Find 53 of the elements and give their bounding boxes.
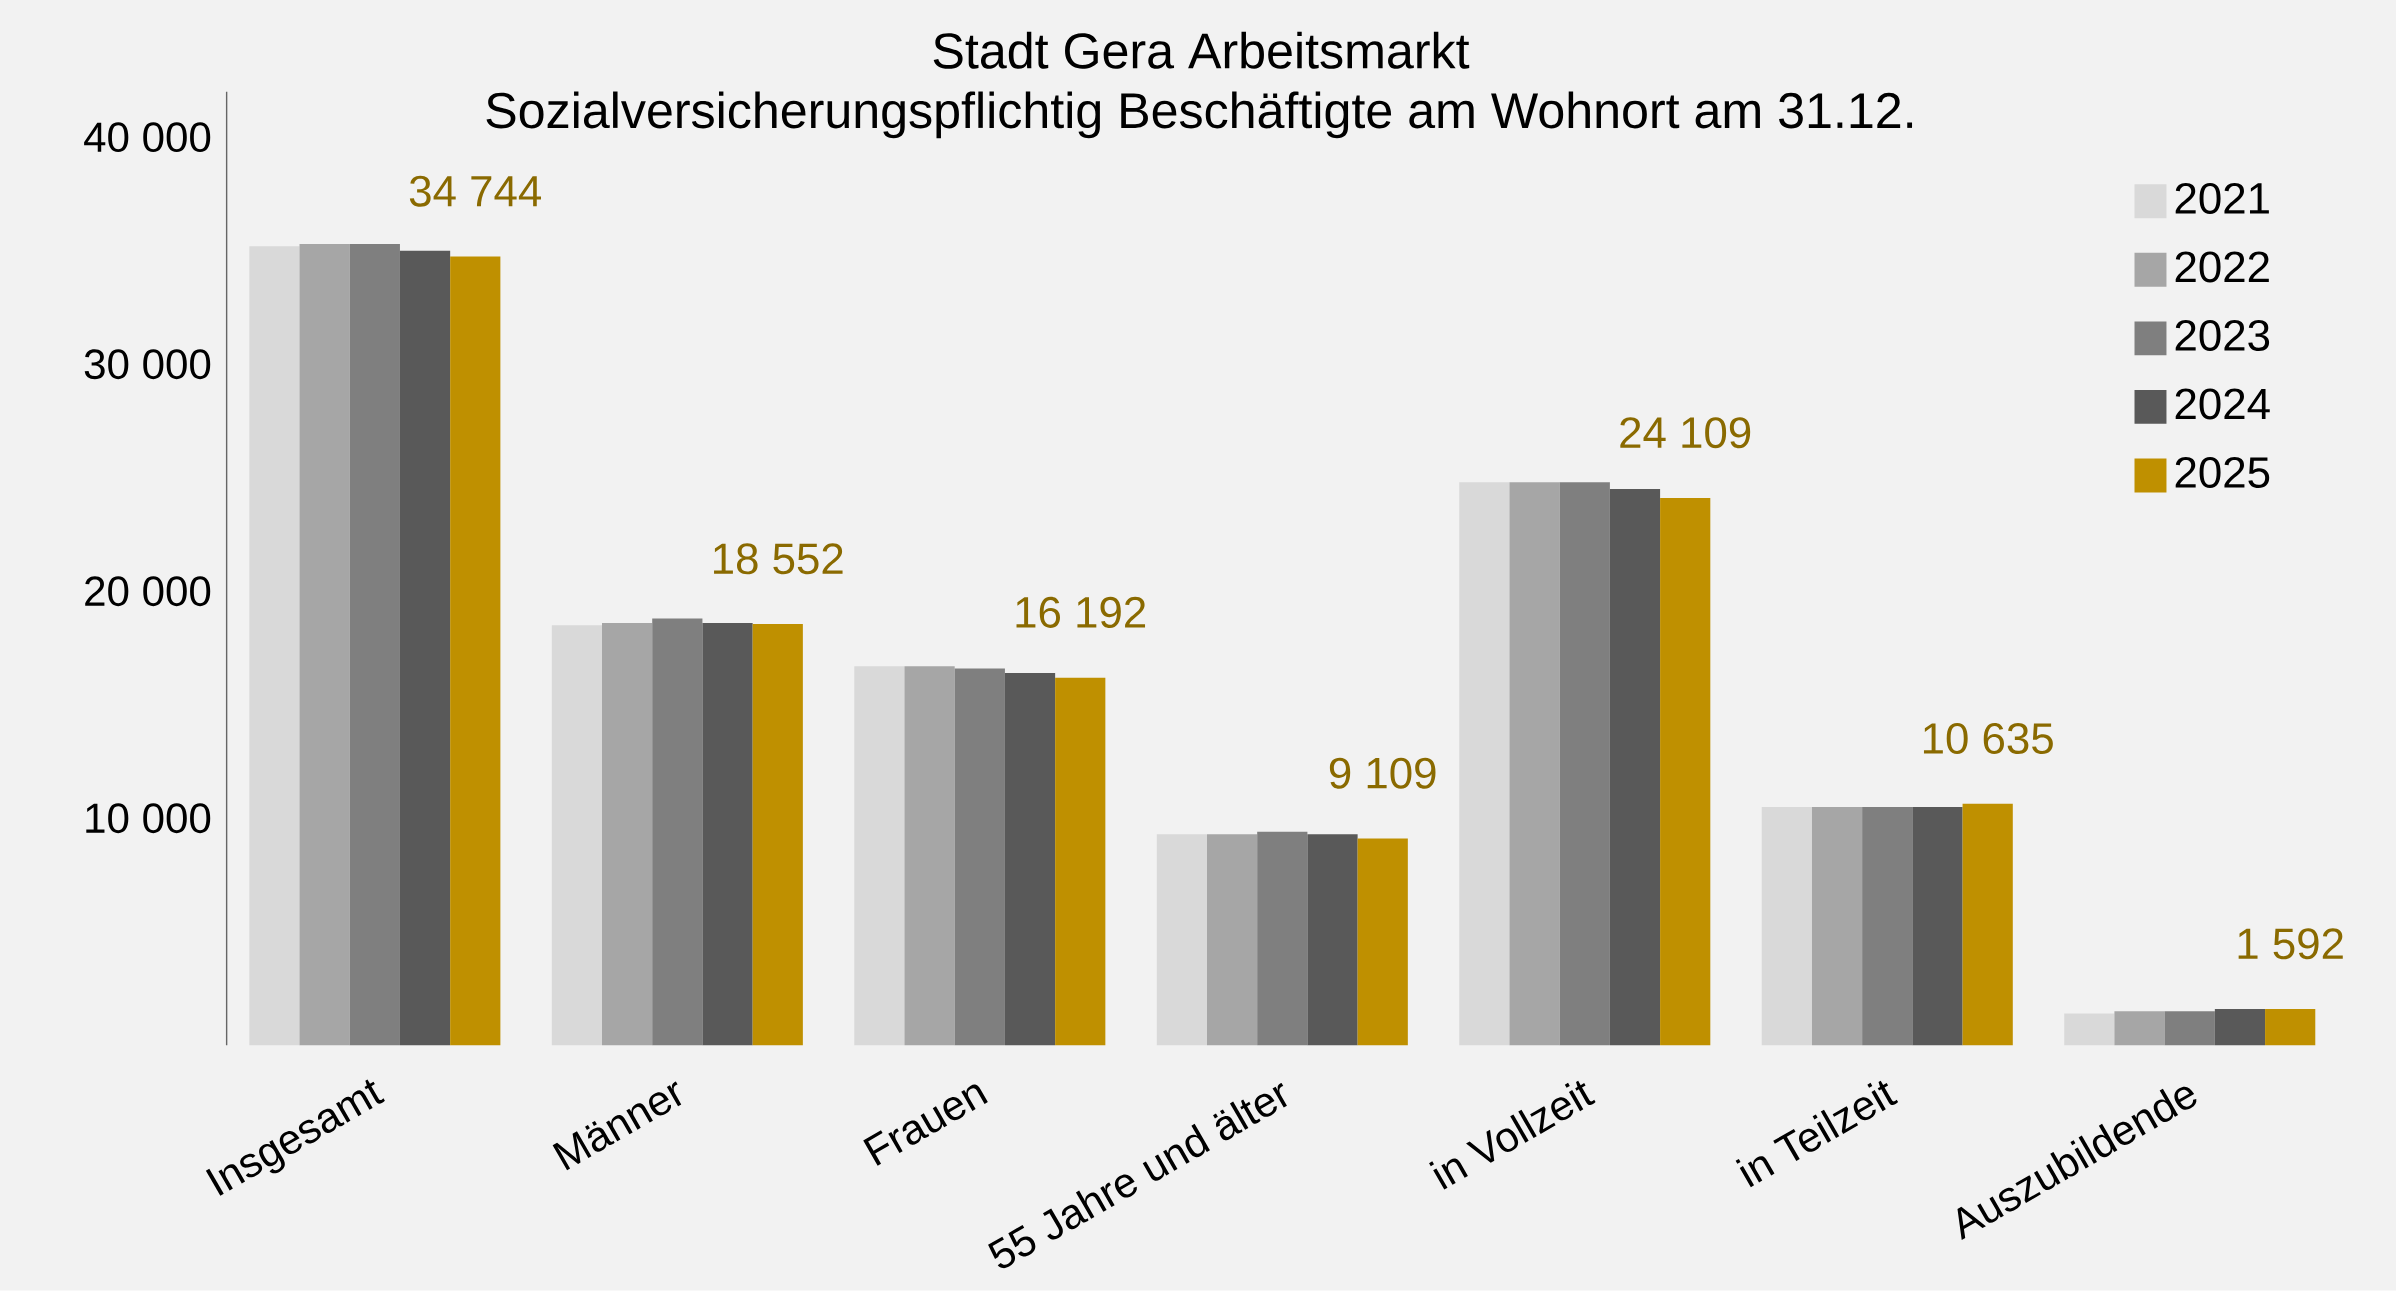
y-tick-label: 20 000 <box>85 576 211 607</box>
bar <box>1962 803 2013 1046</box>
data-label: 24 109 <box>1620 417 1751 449</box>
x-tick-label: 55 Jahre und älter <box>988 1083 1287 1269</box>
bar <box>602 623 653 1046</box>
legend-label: 2022 <box>2175 251 2269 283</box>
bar <box>954 668 1005 1046</box>
bar <box>551 625 603 1046</box>
data-label: 10 635 <box>1923 723 2053 755</box>
bar <box>1559 482 1610 1046</box>
bar <box>2114 1011 2165 1046</box>
bar <box>854 666 905 1046</box>
y-tick-label: 40 000 <box>84 122 211 153</box>
bar <box>1257 831 1308 1046</box>
data-label: 16 192 <box>1016 596 1146 628</box>
y-tick-label: 30 000 <box>84 349 211 380</box>
bar <box>2164 1011 2215 1046</box>
bar <box>1156 834 1207 1046</box>
bar <box>1811 806 1863 1046</box>
bar <box>1862 806 1913 1046</box>
data-label: 9 109 <box>1329 757 1436 789</box>
legend-label: 2024 <box>2175 388 2270 420</box>
bar <box>752 624 803 1046</box>
bar <box>1357 838 1408 1046</box>
bar <box>2214 1009 2266 1046</box>
bar <box>249 246 300 1046</box>
bar <box>1509 482 1560 1046</box>
bar <box>1912 806 1963 1046</box>
bar <box>399 250 451 1046</box>
bar <box>299 244 350 1046</box>
legend-label: 2021 <box>2175 182 2269 214</box>
y-tick-label: 10 000 <box>86 803 211 834</box>
data-label: 18 552 <box>714 543 843 575</box>
bar <box>349 244 400 1046</box>
bar <box>1307 834 1358 1046</box>
bar <box>702 623 753 1046</box>
bar <box>1459 482 1510 1046</box>
bar <box>1660 498 1711 1046</box>
data-label: 34 744 <box>409 175 541 207</box>
bar <box>904 666 955 1046</box>
bar <box>652 618 703 1046</box>
chart-title: Stadt Gera Arbeitsmarkt Sozialversicherungspflichtig Beschäftigte am Wohnort am 31.12. <box>486 31 1913 139</box>
bar <box>1206 834 1258 1046</box>
bar <box>1004 673 1056 1046</box>
legend-label: 2023 <box>2175 320 2270 352</box>
bar <box>1761 806 1812 1046</box>
bar <box>2265 1009 2316 1046</box>
legend-label: 2025 <box>2175 457 2270 489</box>
bar <box>1055 677 1106 1046</box>
bar <box>450 256 501 1046</box>
bar <box>1609 489 1661 1046</box>
bar <box>2064 1013 2115 1046</box>
data-label: 1 592 <box>2238 928 2343 960</box>
